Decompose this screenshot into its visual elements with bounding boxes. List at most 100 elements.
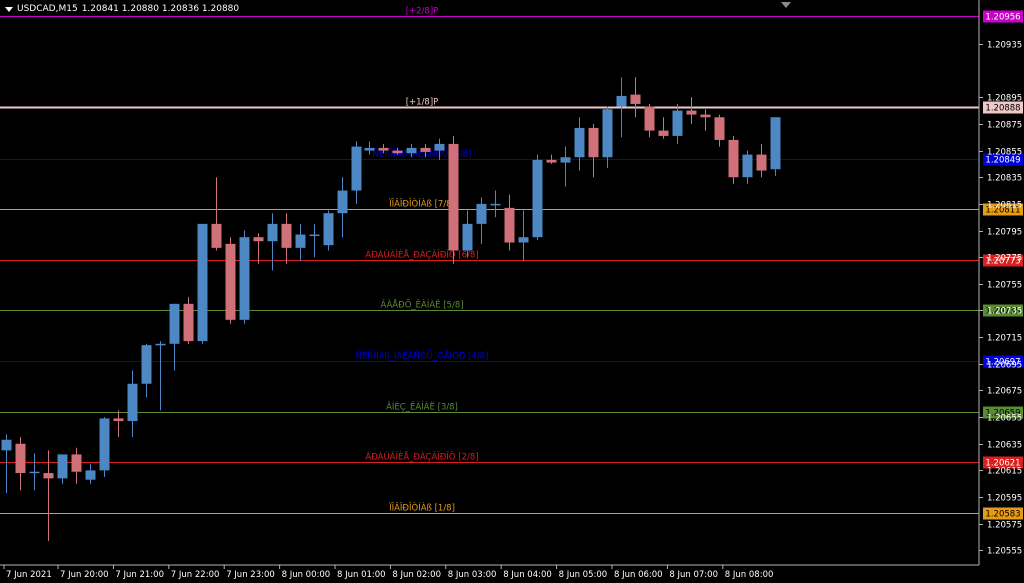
- candle[interactable]: [574, 117, 585, 171]
- candle[interactable]: [183, 297, 194, 344]
- x-tick-label: 8 Jun 01:00: [337, 570, 386, 580]
- candle[interactable]: [630, 77, 641, 118]
- candle[interactable]: [29, 453, 40, 491]
- candle[interactable]: [309, 223, 320, 258]
- candle[interactable]: [532, 154, 543, 240]
- x-tick-label: 8 Jun 08:00: [725, 570, 774, 580]
- candles: [1, 77, 781, 542]
- candle[interactable]: [169, 303, 180, 371]
- y-tick-label: 1.20715: [987, 334, 1022, 344]
- candle-body: [225, 243, 236, 320]
- candle-body: [71, 454, 82, 472]
- candle-body: [742, 154, 753, 178]
- candle[interactable]: [742, 150, 753, 184]
- candle[interactable]: [448, 135, 459, 264]
- candle[interactable]: [85, 463, 96, 484]
- y-tick-label: 1.20795: [987, 228, 1022, 238]
- candle[interactable]: [518, 210, 529, 262]
- level-price-tag-text: 1.20888: [985, 104, 1020, 114]
- level-label: [+1/8]P: [406, 98, 439, 108]
- candle[interactable]: [253, 233, 264, 264]
- level-label: ÂÂÅÐÕ_ÊÀÍÀË [5/8]: [380, 299, 463, 311]
- candle[interactable]: [602, 106, 613, 168]
- candle-body: [574, 127, 585, 158]
- candle[interactable]: [378, 143, 389, 154]
- candle[interactable]: [462, 210, 473, 258]
- candle-body: [532, 159, 543, 238]
- candle-body: [560, 157, 571, 163]
- candle-body: [1, 439, 12, 451]
- level-price-tag: [983, 203, 1023, 216]
- level-price-tag: [983, 101, 1023, 114]
- candle[interactable]: [588, 123, 599, 178]
- candle[interactable]: [211, 177, 222, 251]
- level-label: ÀÐÀÙÀÍÈÅ_ÐÀÇÂÎÐÎÒ [2/8]: [365, 451, 478, 463]
- candle[interactable]: [113, 410, 124, 438]
- candle[interactable]: [141, 343, 152, 398]
- candle[interactable]: [728, 135, 739, 184]
- candle[interactable]: [43, 450, 54, 542]
- x-tick-label: 7 Jun 20:00: [60, 570, 109, 580]
- candle[interactable]: [323, 210, 334, 251]
- candle[interactable]: [1, 434, 12, 494]
- candle[interactable]: [281, 213, 292, 264]
- candle[interactable]: [267, 213, 278, 271]
- x-tick-label: 8 Jun 03:00: [448, 570, 497, 580]
- price-axis: 1.209561.208881.208491.208111.207731.207…: [978, 0, 1023, 565]
- x-tick-label: 7 Jun 2021: [6, 570, 52, 580]
- candle[interactable]: [197, 223, 208, 344]
- candle[interactable]: [644, 103, 655, 138]
- candle[interactable]: [560, 146, 571, 187]
- candle[interactable]: [15, 437, 26, 491]
- candle[interactable]: [686, 97, 697, 124]
- candle-body: [141, 345, 152, 384]
- candle[interactable]: [504, 194, 515, 251]
- level-price-tag-text: 1.20583: [985, 510, 1020, 520]
- candle[interactable]: [127, 370, 138, 438]
- candle[interactable]: [239, 230, 250, 324]
- candle[interactable]: [295, 223, 306, 262]
- y-tick-label: 1.20935: [987, 41, 1022, 51]
- dropdown-arrow-icon[interactable]: [5, 6, 13, 12]
- candle[interactable]: [225, 237, 236, 324]
- candle[interactable]: [155, 341, 166, 411]
- candle-body: [462, 223, 473, 251]
- candle[interactable]: [392, 147, 403, 155]
- candle[interactable]: [476, 197, 487, 244]
- candle[interactable]: [99, 417, 110, 478]
- level-price-tag: [983, 153, 1023, 166]
- candle[interactable]: [434, 138, 445, 160]
- candle-body: [43, 473, 54, 479]
- candle[interactable]: [406, 143, 417, 158]
- candle[interactable]: [756, 143, 767, 178]
- candle[interactable]: [546, 154, 557, 164]
- level-label: ÂÍÈÇ_ÊÀÍÀË [3/8]: [386, 401, 458, 413]
- candle-body: [239, 237, 250, 320]
- candle-body: [378, 147, 389, 151]
- candle[interactable]: [714, 114, 725, 147]
- candle[interactable]: [337, 177, 348, 238]
- candle[interactable]: [490, 190, 501, 218]
- candle[interactable]: [616, 77, 627, 138]
- candle[interactable]: [672, 103, 683, 144]
- candle-body: [392, 150, 403, 154]
- level-price-tag: [983, 406, 1023, 419]
- candle[interactable]: [351, 141, 362, 204]
- candle[interactable]: [364, 141, 375, 155]
- level-label: ÑÈÍÜÍÀß_ÎÁËÀÑÒÜ_ÖÅÍÒÐ [4/8]: [356, 350, 489, 362]
- candle[interactable]: [71, 447, 82, 484]
- candle[interactable]: [770, 117, 781, 176]
- candle-body: [588, 127, 599, 158]
- candle[interactable]: [700, 109, 711, 131]
- level-price-tag-text: 1.20659: [985, 409, 1020, 419]
- candle-body: [476, 203, 487, 224]
- candle[interactable]: [57, 454, 68, 484]
- candle[interactable]: [420, 143, 431, 158]
- level-price-tag: [983, 456, 1023, 469]
- y-tick-label: 1.20875: [987, 121, 1022, 131]
- chart-shift-marker-icon[interactable]: [781, 2, 791, 8]
- candle[interactable]: [658, 117, 669, 139]
